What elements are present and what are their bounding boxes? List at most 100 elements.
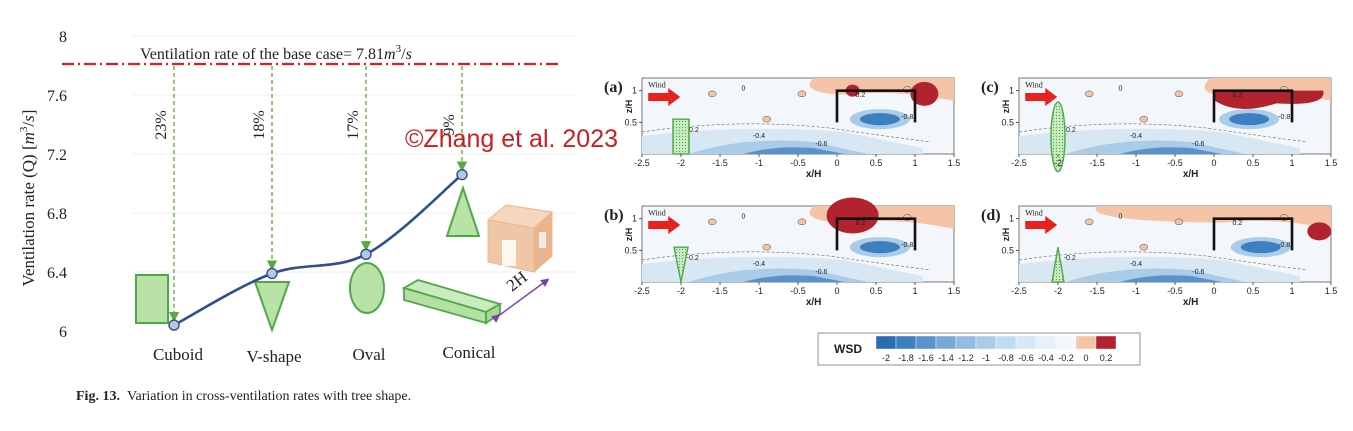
watermark: ©Zhang et al. 2023	[405, 125, 619, 153]
wsd-bubble	[762, 115, 772, 123]
wsd-bubble	[1174, 218, 1184, 226]
colorbar-swatch	[935, 335, 957, 350]
x-tick-label: -0.5	[1167, 286, 1183, 296]
x-tick-label: 0.5	[870, 286, 883, 296]
wind-arrow-shape	[648, 88, 681, 106]
wsd-vortex-inner	[859, 241, 900, 254]
percent-label: 23%	[153, 110, 170, 139]
percent-label: 9%	[441, 114, 458, 135]
wind-arrow-shape	[1025, 216, 1058, 234]
wind-arrow-icon	[648, 88, 681, 106]
contour-label: -0.8	[1278, 242, 1290, 249]
colorbar-tick: -0.2	[1058, 353, 1074, 363]
wsd-band-dark	[743, 147, 845, 154]
x-category-label: Oval	[352, 345, 385, 364]
x-tick-label: 1	[1289, 158, 1294, 168]
contour-label: 0.2	[856, 92, 866, 99]
wsd-vortex-inner	[859, 113, 900, 126]
colorbar-swatch	[995, 335, 1017, 350]
colorbar-swatch	[895, 335, 917, 350]
x-tick-label: -0.5	[790, 158, 806, 168]
ventilation-series	[168, 168, 468, 331]
y-tick-label: 1	[1009, 214, 1014, 224]
contour-label: 0	[1118, 214, 1122, 221]
y-tick-label: 7.6	[47, 88, 67, 105]
contour-label: -0.4	[753, 261, 765, 268]
x-tick-label: -1.5	[1089, 286, 1105, 296]
colorbar-swatch	[1055, 335, 1077, 350]
reference-label-part: /	[401, 46, 406, 63]
x-tick-label: 0	[834, 286, 839, 296]
contour-label: -0.8	[1278, 114, 1290, 121]
colorbar-tick: 0	[1083, 353, 1088, 363]
reference-label-part: 3	[396, 43, 402, 55]
y-label-part: m	[19, 132, 38, 144]
y-axis-label: z/H	[624, 228, 634, 242]
wsd-contour-panels: -0.2 -0.4 -0.6 -0.8 0 0.2 Wind -2.5 -2 -1.5 -1 -0.5…	[604, 77, 1337, 308]
contour-label: -0.2	[1064, 127, 1076, 134]
x-tick-label: -1.5	[1089, 158, 1105, 168]
x-tick-label: -2.5	[1011, 158, 1027, 168]
colorbar-swatch	[1035, 335, 1057, 350]
colorbar-tick: 0.2	[1100, 353, 1113, 363]
v-shape-tree-shape	[253, 281, 291, 333]
dimension-arrow	[491, 278, 550, 323]
x-tick-label: -2	[1054, 158, 1062, 168]
x-tick-label: -0.5	[790, 286, 806, 296]
x-axis-label: x/H	[1183, 297, 1199, 308]
tree-row-box	[401, 279, 503, 325]
x-tick-label: 1.5	[948, 158, 961, 168]
x-axis-label: x/H	[1183, 169, 1199, 180]
x-tick-label: -1.5	[712, 158, 728, 168]
wsd-bubble	[1139, 243, 1149, 251]
x-tick-label: 1	[912, 158, 917, 168]
x-tick-label: -1	[1132, 286, 1140, 296]
colorbar-title: WSD	[834, 342, 862, 356]
x-tick-label: -2.5	[634, 158, 650, 168]
reference-label-part: s	[406, 46, 412, 63]
x-axis-label: x/H	[806, 169, 822, 180]
colorbar-tick: -1.6	[918, 353, 934, 363]
y-tick-label: 7.2	[47, 147, 67, 164]
colorbar-tick: -0.4	[1038, 353, 1054, 363]
wsd-strong-positive	[1307, 222, 1332, 241]
percent-label: 18%	[251, 110, 268, 139]
wsd-bubble	[1084, 218, 1094, 226]
series-point	[168, 319, 180, 331]
caption-label: Fig. 13.	[76, 389, 120, 404]
colorbar-tick: -1.4	[938, 353, 954, 363]
contour-label: -0.2	[1064, 255, 1076, 262]
contour-label: -0.2	[687, 255, 699, 262]
percent-arrows: 23% 18% 17% 9%	[153, 66, 468, 323]
contour-label: 0	[1118, 86, 1122, 93]
conical-tree-shape	[445, 184, 481, 237]
wsd-contour	[641, 123, 931, 143]
tree-cuboid	[672, 118, 690, 155]
wind-arrow-icon	[1025, 88, 1058, 106]
contour-label: -0.2	[687, 127, 699, 134]
contour-label: 0.2	[1233, 92, 1243, 99]
wsd-strong-positive	[910, 81, 939, 106]
wsd-bubble	[762, 243, 772, 251]
colorbar-swatch	[875, 335, 897, 350]
contour-label: -0.6	[815, 141, 827, 148]
figure-caption: Fig. 13. Variation in cross-ventilation …	[76, 389, 411, 405]
y-tick-label: 1	[632, 214, 637, 224]
x-tick-label: -1	[1132, 158, 1140, 168]
x-category-label: Cuboid	[153, 345, 204, 364]
contour-label: -0.4	[1130, 133, 1142, 140]
wind-label: Wind	[1025, 81, 1042, 90]
colorbar-tick: -1.2	[958, 353, 974, 363]
cuboid-tree-shape	[135, 274, 169, 324]
colorbar-tick: -2	[882, 353, 890, 363]
x-tick-label: -2	[1054, 286, 1062, 296]
building-outline	[835, 89, 917, 123]
panel-plot-area: -0.2 -0.4 -0.6 -0.8 0 0.2 Wind -2.5 -2 -1.5 -1 -0.5…	[1001, 205, 1337, 308]
colorbar-swatch	[1015, 335, 1037, 350]
wsd-bubble	[1139, 115, 1149, 123]
y-tick-label: 8	[59, 29, 67, 46]
panel-label: (d)	[981, 207, 1001, 224]
wind-arrow-icon	[1025, 216, 1058, 234]
